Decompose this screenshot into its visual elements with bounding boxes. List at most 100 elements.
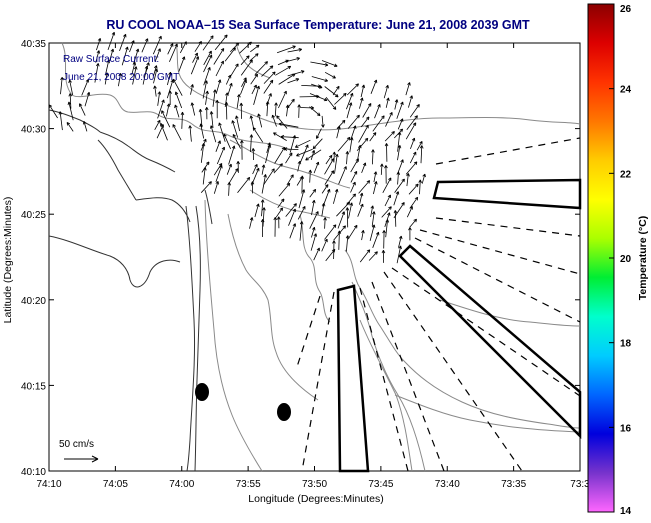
current-arrow [345, 207, 350, 228]
current-arrow [360, 84, 366, 98]
current-arrow [370, 79, 378, 94]
current-arrow [260, 199, 265, 217]
colorbar-tick-label: 26 [620, 4, 632, 15]
current-arrow [203, 50, 212, 66]
current-arrow [285, 104, 290, 117]
current-arrow [160, 122, 168, 141]
current-arrow [309, 188, 317, 198]
current-arrow [261, 174, 267, 194]
current-arrow [287, 70, 305, 77]
current-arrow [338, 166, 347, 185]
current-arrow [263, 71, 276, 84]
current-arrow [67, 101, 74, 121]
current-arrow [410, 137, 416, 150]
current-arrow [347, 114, 360, 129]
current-arrow [336, 126, 341, 139]
current-arrow [285, 152, 293, 164]
current-arrow [60, 76, 64, 95]
shipping-lanes [295, 137, 582, 473]
current-arrow [396, 245, 402, 264]
current-arrow [81, 78, 89, 96]
current-arrow [409, 151, 417, 164]
current-arrow [337, 136, 351, 152]
current-arrow [252, 163, 258, 175]
current-arrow [199, 123, 205, 139]
current-arrow [153, 68, 159, 84]
current-arrow [289, 223, 297, 239]
current-arrow [215, 165, 223, 183]
colorbar-label: Temperature (°C) [637, 216, 649, 301]
current-arrow [224, 101, 229, 120]
current-arrow [230, 63, 239, 77]
x-tick-label: 73:3 [570, 479, 590, 490]
current-arrow [397, 131, 402, 152]
current-arrow [373, 181, 378, 195]
current-arrow [384, 194, 391, 207]
current-arrow [350, 181, 356, 193]
current-arrow [398, 235, 403, 248]
current-arrow [383, 84, 389, 99]
current-arrow [370, 205, 374, 217]
current-arrow [250, 73, 258, 85]
current-arrow [310, 61, 329, 67]
current-arrow [359, 97, 364, 109]
current-arrow [58, 111, 63, 131]
current-arrow [198, 108, 203, 128]
current-arrow [405, 122, 417, 140]
current-arrow [273, 132, 287, 141]
current-arrow [273, 163, 283, 174]
current-arrow [278, 182, 291, 197]
current-arrow [334, 92, 347, 105]
current-arrow [311, 199, 316, 216]
current-arrow [287, 48, 303, 53]
colorbar-ticks: 26 24 22 20 18 16 14 [609, 3, 632, 517]
current-arrow [310, 233, 317, 251]
current-arrow [249, 134, 254, 153]
current-arrow [368, 251, 378, 261]
current-arrow [271, 114, 277, 127]
current-arrow [190, 84, 194, 95]
current-arrow [157, 99, 165, 119]
current-arrow [287, 78, 300, 84]
current-arrow [289, 135, 296, 153]
current-arrow [273, 217, 278, 237]
current-arrow [285, 57, 300, 63]
current-arrow [169, 43, 178, 62]
current-arrow [118, 73, 122, 87]
current-arrow [278, 90, 287, 109]
current-arrow [372, 231, 380, 248]
buoy-marker [277, 403, 291, 421]
current-arrow [385, 97, 390, 108]
current-arrow [231, 120, 239, 138]
current-arrow [409, 218, 417, 228]
current-arrow [359, 249, 371, 263]
current-arrow [236, 161, 240, 173]
current-arrow [393, 191, 400, 206]
current-arrow [277, 198, 285, 209]
current-arrow [250, 181, 255, 194]
current-arrow [204, 107, 209, 120]
x-tick-label: 74:10 [36, 479, 61, 490]
current-arrow [263, 168, 275, 185]
current-arrow [261, 164, 266, 175]
current-arrow [216, 146, 225, 165]
current-arrow [361, 162, 367, 174]
current-arrow [347, 224, 358, 240]
current-arrow [324, 170, 335, 185]
colorbar-tick-label: 18 [620, 339, 632, 350]
current-arrow [300, 106, 315, 110]
current-arrow [202, 35, 214, 51]
current-arrow [84, 91, 91, 107]
current-arrow [239, 41, 252, 54]
current-arrow [190, 102, 196, 116]
current-arrow [409, 196, 419, 209]
current-arrow [421, 173, 426, 184]
current-arrow [215, 60, 224, 77]
current-arrow [312, 138, 323, 150]
current-arrow [240, 140, 244, 160]
current-arrow [372, 115, 385, 132]
current-arrow [305, 149, 322, 161]
current-arrow [345, 151, 350, 165]
x-tick-label: 73:35 [501, 479, 526, 490]
